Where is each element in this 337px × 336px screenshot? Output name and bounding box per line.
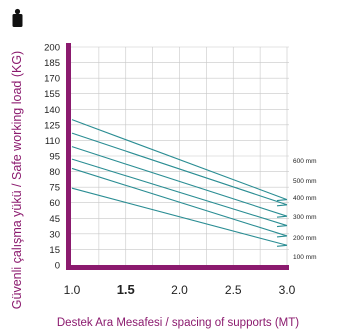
y-tick-label: 125 bbox=[44, 120, 60, 131]
x-axis-line bbox=[66, 265, 289, 270]
y-tick-label: 75 bbox=[49, 183, 60, 194]
series-label: 500 mm bbox=[293, 178, 316, 185]
weight-icon bbox=[13, 9, 23, 27]
y-tick-label: 45 bbox=[49, 214, 60, 225]
plot-area: 0 15 30 45 60 75 80 95 110 125 140 155 170 185 200 1.0 1… bbox=[44, 43, 316, 298]
y-tick-label: 30 bbox=[49, 229, 60, 240]
series-label: 200 mm bbox=[293, 235, 316, 242]
x-tick-label: 2.0 bbox=[171, 283, 188, 297]
series-label: 400 mm bbox=[293, 195, 316, 202]
y-tick-label: 155 bbox=[44, 89, 60, 100]
series-label: 300 mm bbox=[293, 214, 316, 221]
x-tick-label: 1.0 bbox=[64, 283, 81, 297]
y-tick-label: 110 bbox=[45, 136, 60, 147]
y-tick-label: 185 bbox=[44, 58, 60, 69]
y-tick-label: 140 bbox=[44, 105, 60, 116]
x-tick-label: 1.5 bbox=[117, 282, 135, 297]
x-tick-label: 3.0 bbox=[279, 283, 296, 297]
y-tick-label: 170 bbox=[44, 74, 60, 85]
y-tick-label: 0 bbox=[55, 261, 60, 272]
y-tick-label: 60 bbox=[49, 198, 60, 209]
y-axis-line bbox=[66, 43, 71, 270]
y-tick-label: 80 bbox=[49, 167, 60, 178]
y-tick-label: 95 bbox=[49, 152, 60, 163]
y-axis-title: Güvenli çalışma yükü / Safe working load… bbox=[10, 51, 24, 309]
y-tick-label: 200 bbox=[44, 43, 60, 54]
y-tick-label: 15 bbox=[49, 245, 60, 256]
x-tick-label: 2.5 bbox=[225, 283, 242, 297]
series-label: 600 mm bbox=[293, 158, 316, 165]
x-axis-title: Destek Ara Mesafesi / spacing of support… bbox=[57, 317, 299, 329]
series-label: 100 mm bbox=[293, 254, 316, 261]
